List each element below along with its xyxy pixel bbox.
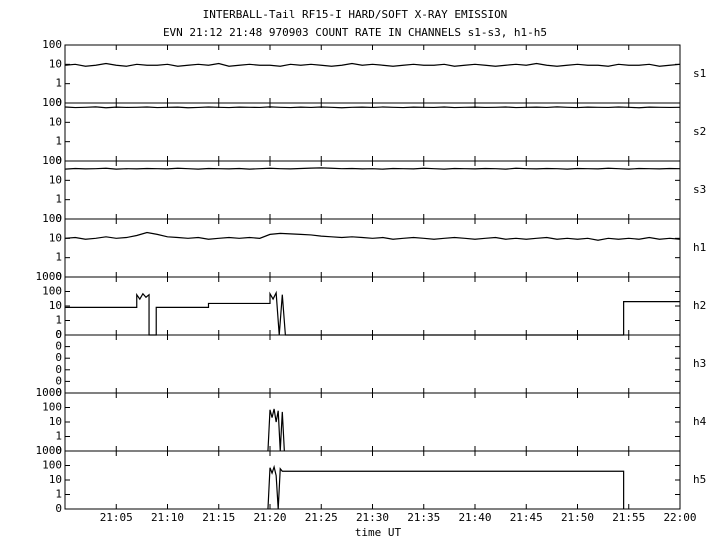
y-tick-label: 1 — [55, 135, 62, 148]
y-tick-label: 1 — [55, 251, 62, 264]
panel-frame — [64, 450, 681, 510]
x-tick-label: 21:15 — [202, 511, 235, 524]
x-tick-label: 21:45 — [510, 511, 543, 524]
panel-label: s3 — [693, 183, 706, 196]
y-tick-label: 1000 — [36, 270, 63, 283]
y-tick-label: 10 — [49, 57, 62, 70]
y-tick-label: 1 — [55, 488, 62, 501]
y-tick-label: 0 — [55, 328, 62, 341]
y-tick-label: 0 — [55, 96, 62, 109]
y-tick-label: 100 — [42, 154, 62, 167]
panel-label: s2 — [693, 125, 706, 138]
x-tick-label: 21:35 — [407, 511, 440, 524]
x-tick-label: 21:25 — [305, 511, 338, 524]
y-tick-label: 1 — [55, 193, 62, 206]
panel-label: h2 — [693, 299, 706, 312]
y-tick-label: 10 — [49, 415, 62, 428]
y-tick-label: 100 — [42, 459, 62, 472]
panel-label: h5 — [693, 473, 706, 486]
y-tick-label: 10 — [49, 173, 62, 186]
x-tick-label: 21:05 — [100, 511, 133, 524]
y-tick-label: 0 — [55, 154, 62, 167]
y-tick-label: 0 — [55, 270, 62, 283]
panel-label: h4 — [693, 415, 707, 428]
panel-frame — [64, 218, 681, 278]
y-tick-label: 10 — [49, 115, 62, 128]
y-tick-label: 0 — [55, 328, 62, 341]
x-tick-label: 21:40 — [458, 511, 491, 524]
y-tick-label: 0 — [55, 386, 62, 399]
y-tick-label: 10 — [49, 299, 62, 312]
y-tick-label: 1000 — [36, 386, 63, 399]
y-tick-label: 100 — [42, 285, 62, 298]
y-tick-label: 100 — [42, 38, 62, 51]
y-tick-label: 100 — [42, 212, 62, 225]
chart-subtitle: EVN 21:12 21:48 970903 COUNT RATE IN CHA… — [163, 26, 547, 39]
y-tick-label: 0 — [55, 502, 62, 515]
panel-label: h1 — [693, 241, 706, 254]
panel-label: h3 — [693, 357, 706, 370]
y-tick-label: 0 — [55, 340, 62, 353]
data-line — [267, 464, 625, 510]
x-tick-label: 21:55 — [612, 511, 645, 524]
y-tick-label: 1 — [55, 77, 62, 90]
panel-frame — [64, 276, 681, 336]
y-tick-label: 0 — [55, 444, 62, 457]
x-tick-label: 21:20 — [253, 511, 286, 524]
y-tick-label: 0 — [55, 212, 62, 225]
x-axis-label: time UT — [355, 526, 402, 539]
panel-frame — [64, 392, 681, 452]
y-tick-label: 0 — [55, 363, 62, 376]
y-tick-label: 0 — [55, 351, 62, 364]
x-tick-label: 22:00 — [663, 511, 696, 524]
panel-frame — [64, 160, 681, 220]
y-tick-label: 1 — [55, 314, 62, 327]
x-tick-label: 21:10 — [151, 511, 184, 524]
data-line — [267, 408, 285, 452]
y-tick-label: 1000 — [36, 444, 63, 457]
y-tick-label: 0 — [55, 374, 62, 387]
y-tick-label: 1 — [55, 430, 62, 443]
data-line — [64, 106, 681, 109]
panel-frame — [64, 102, 681, 162]
y-tick-label: 10 — [49, 473, 62, 486]
data-line — [64, 62, 681, 67]
chart-title: INTERBALL-Tail RF15-I HARD/SOFT X-RAY EM… — [203, 8, 508, 21]
data-line — [64, 167, 681, 170]
panel-frame — [64, 334, 681, 394]
y-tick-label: 10 — [49, 231, 62, 244]
y-tick-label: 100 — [42, 96, 62, 109]
data-line — [65, 290, 680, 336]
panel-label: s1 — [693, 67, 706, 80]
x-tick-label: 21:30 — [356, 511, 389, 524]
data-line — [64, 231, 681, 241]
y-tick-label: 100 — [42, 401, 62, 414]
panel-frame — [64, 44, 681, 104]
x-tick-label: 21:50 — [561, 511, 594, 524]
